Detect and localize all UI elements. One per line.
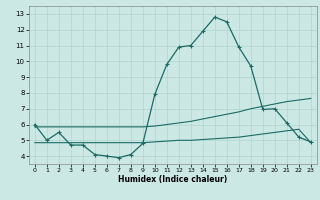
- X-axis label: Humidex (Indice chaleur): Humidex (Indice chaleur): [118, 175, 228, 184]
